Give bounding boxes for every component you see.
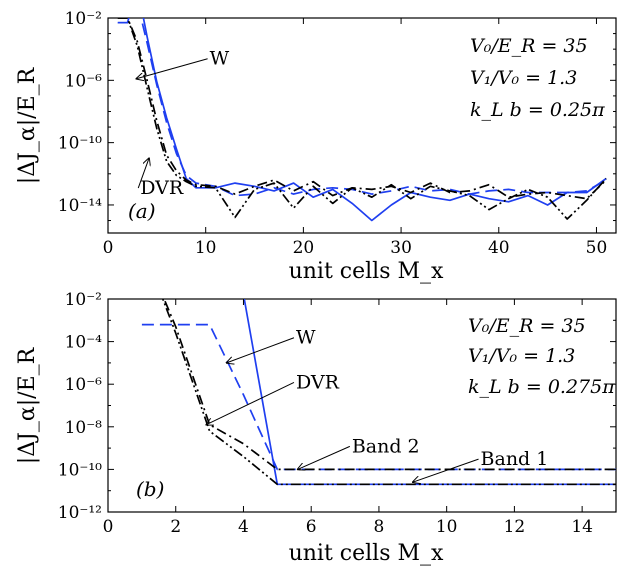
- panel-b-annotation-label-2: DVR: [296, 371, 340, 393]
- panel-a-tag: (a): [128, 199, 156, 223]
- panel-a-x-tick-label: 10: [195, 238, 217, 258]
- panel-b-x-tick-label: 0: [103, 517, 114, 537]
- panel-a-series-line-2: [117, 18, 607, 197]
- panel-a-y-tick-label: 10⁻²: [65, 9, 102, 29]
- panel-b-param-2: V₁/V₀ = 1.3: [468, 345, 575, 367]
- panel-b-x-tick-label: 6: [306, 517, 317, 537]
- panel-a-annotation-label-1: W: [210, 48, 230, 70]
- panel-b-x-tick-label: 14: [571, 517, 593, 537]
- panel-b-x-tick-label: 8: [374, 517, 385, 537]
- panel-a-annotation-arrow-1: [136, 58, 208, 79]
- panel-b-series-line-3: [163, 299, 616, 471]
- panel-a-x-axis-label: unit cells M_x: [289, 259, 444, 284]
- panel-b: 0 2 4 6 8 10 12 14 10⁻² 10⁻⁴ 10⁻⁶ 10⁻⁸ 10⁻¹⁰ 10⁻¹² W…: [15, 290, 617, 566]
- panel-b-annotation-label-4: Band 1: [481, 448, 549, 470]
- panel-a-param-1: V₀/E_R = 35: [470, 35, 588, 57]
- panel-b-y-tick-label: 10⁻⁶: [65, 375, 103, 395]
- panel-a-param-2: V₁/V₀ = 1.3: [470, 67, 577, 89]
- panel-a-series: [117, 18, 607, 222]
- panel-a-series-line-4: [117, 18, 607, 220]
- panel-b-x-tick-label: 10: [436, 517, 458, 537]
- panel-a-y-tick-label: 10⁻¹⁰: [58, 134, 102, 154]
- panel-b-y-tick-label: 10⁻⁴: [65, 333, 103, 353]
- panel-a-frame: [107, 17, 617, 234]
- panel-b-annotation-arrow-1: [227, 337, 295, 363]
- panel-b-series: [141, 299, 616, 486]
- panel-b-annotation-arrow-3: [298, 445, 351, 469]
- panel-a-series-line-1: [117, 18, 607, 222]
- panel-a-y-tick-label: 10⁻⁶: [65, 71, 103, 91]
- panel-b-annotation-label-1: W: [296, 327, 316, 349]
- panel-b-y-axis-label: |ΔJ_α|/E_R: [15, 346, 40, 464]
- panel-b-x-tick-label: 2: [170, 517, 181, 537]
- panel-b-param-3: k_L b = 0.275π: [468, 376, 615, 398]
- panel-a-annotation-arrow-2: [137, 158, 149, 189]
- panel-b-annotation-arrow-4: [413, 458, 479, 482]
- panel-a-y-ticks: 10⁻² 10⁻⁶ 10⁻¹⁰ 10⁻¹⁴: [58, 9, 616, 222]
- panel-b-y-tick-label: 10⁻¹⁰: [58, 460, 102, 480]
- panel-b-annotations: W DVR Band 2 Band 1: [206, 327, 548, 482]
- panel-a-annotations: W DVR: [136, 48, 230, 199]
- panel-a-x-tick-label: 0: [103, 238, 114, 258]
- panel-b-y-tick-label: 10⁻¹²: [58, 503, 102, 523]
- panel-b-x-tick-label: 4: [238, 517, 249, 537]
- panel-b-tag: (b): [136, 477, 164, 501]
- panel-a-y-tick-label: 10⁻¹⁴: [58, 196, 102, 216]
- panel-a-x-tick-label: 20: [293, 238, 315, 258]
- panel-a-y-axis-label: |ΔJ_α|/E_R: [15, 66, 40, 184]
- panel-a-series-line-3: [117, 18, 607, 200]
- panel-b-x-ticks: 0 2 4 6 8 10 12 14: [103, 299, 593, 537]
- panel-b-y-tick-label: 10⁻⁸: [65, 418, 103, 438]
- panel-b-x-axis-label: unit cells M_x: [289, 541, 444, 566]
- panel-a-x-ticks: 0 10 20 30 40 50: [103, 18, 608, 258]
- panel-b-annotation-label-3: Band 2: [352, 435, 420, 457]
- panel-b-y-tick-label: 10⁻²: [65, 290, 102, 310]
- panel-a-x-tick-label: 50: [586, 238, 608, 258]
- panel-a-param-3: k_L b = 0.25π: [470, 99, 605, 121]
- panel-b-x-tick-label: 12: [504, 517, 526, 537]
- panel-a-x-tick-label: 40: [488, 238, 510, 258]
- panel-b-annotation-arrow-2: [206, 382, 295, 424]
- panel-b-param-1: V₀/E_R = 35: [468, 315, 586, 337]
- panel-b-y-ticks: 10⁻² 10⁻⁴ 10⁻⁶ 10⁻⁸ 10⁻¹⁰ 10⁻¹²: [58, 290, 616, 523]
- panel-b-series-line-4: [161, 299, 616, 486]
- panel-a-x-tick-label: 30: [390, 238, 412, 258]
- panel-a-annotation-label-2: DVR: [140, 177, 184, 199]
